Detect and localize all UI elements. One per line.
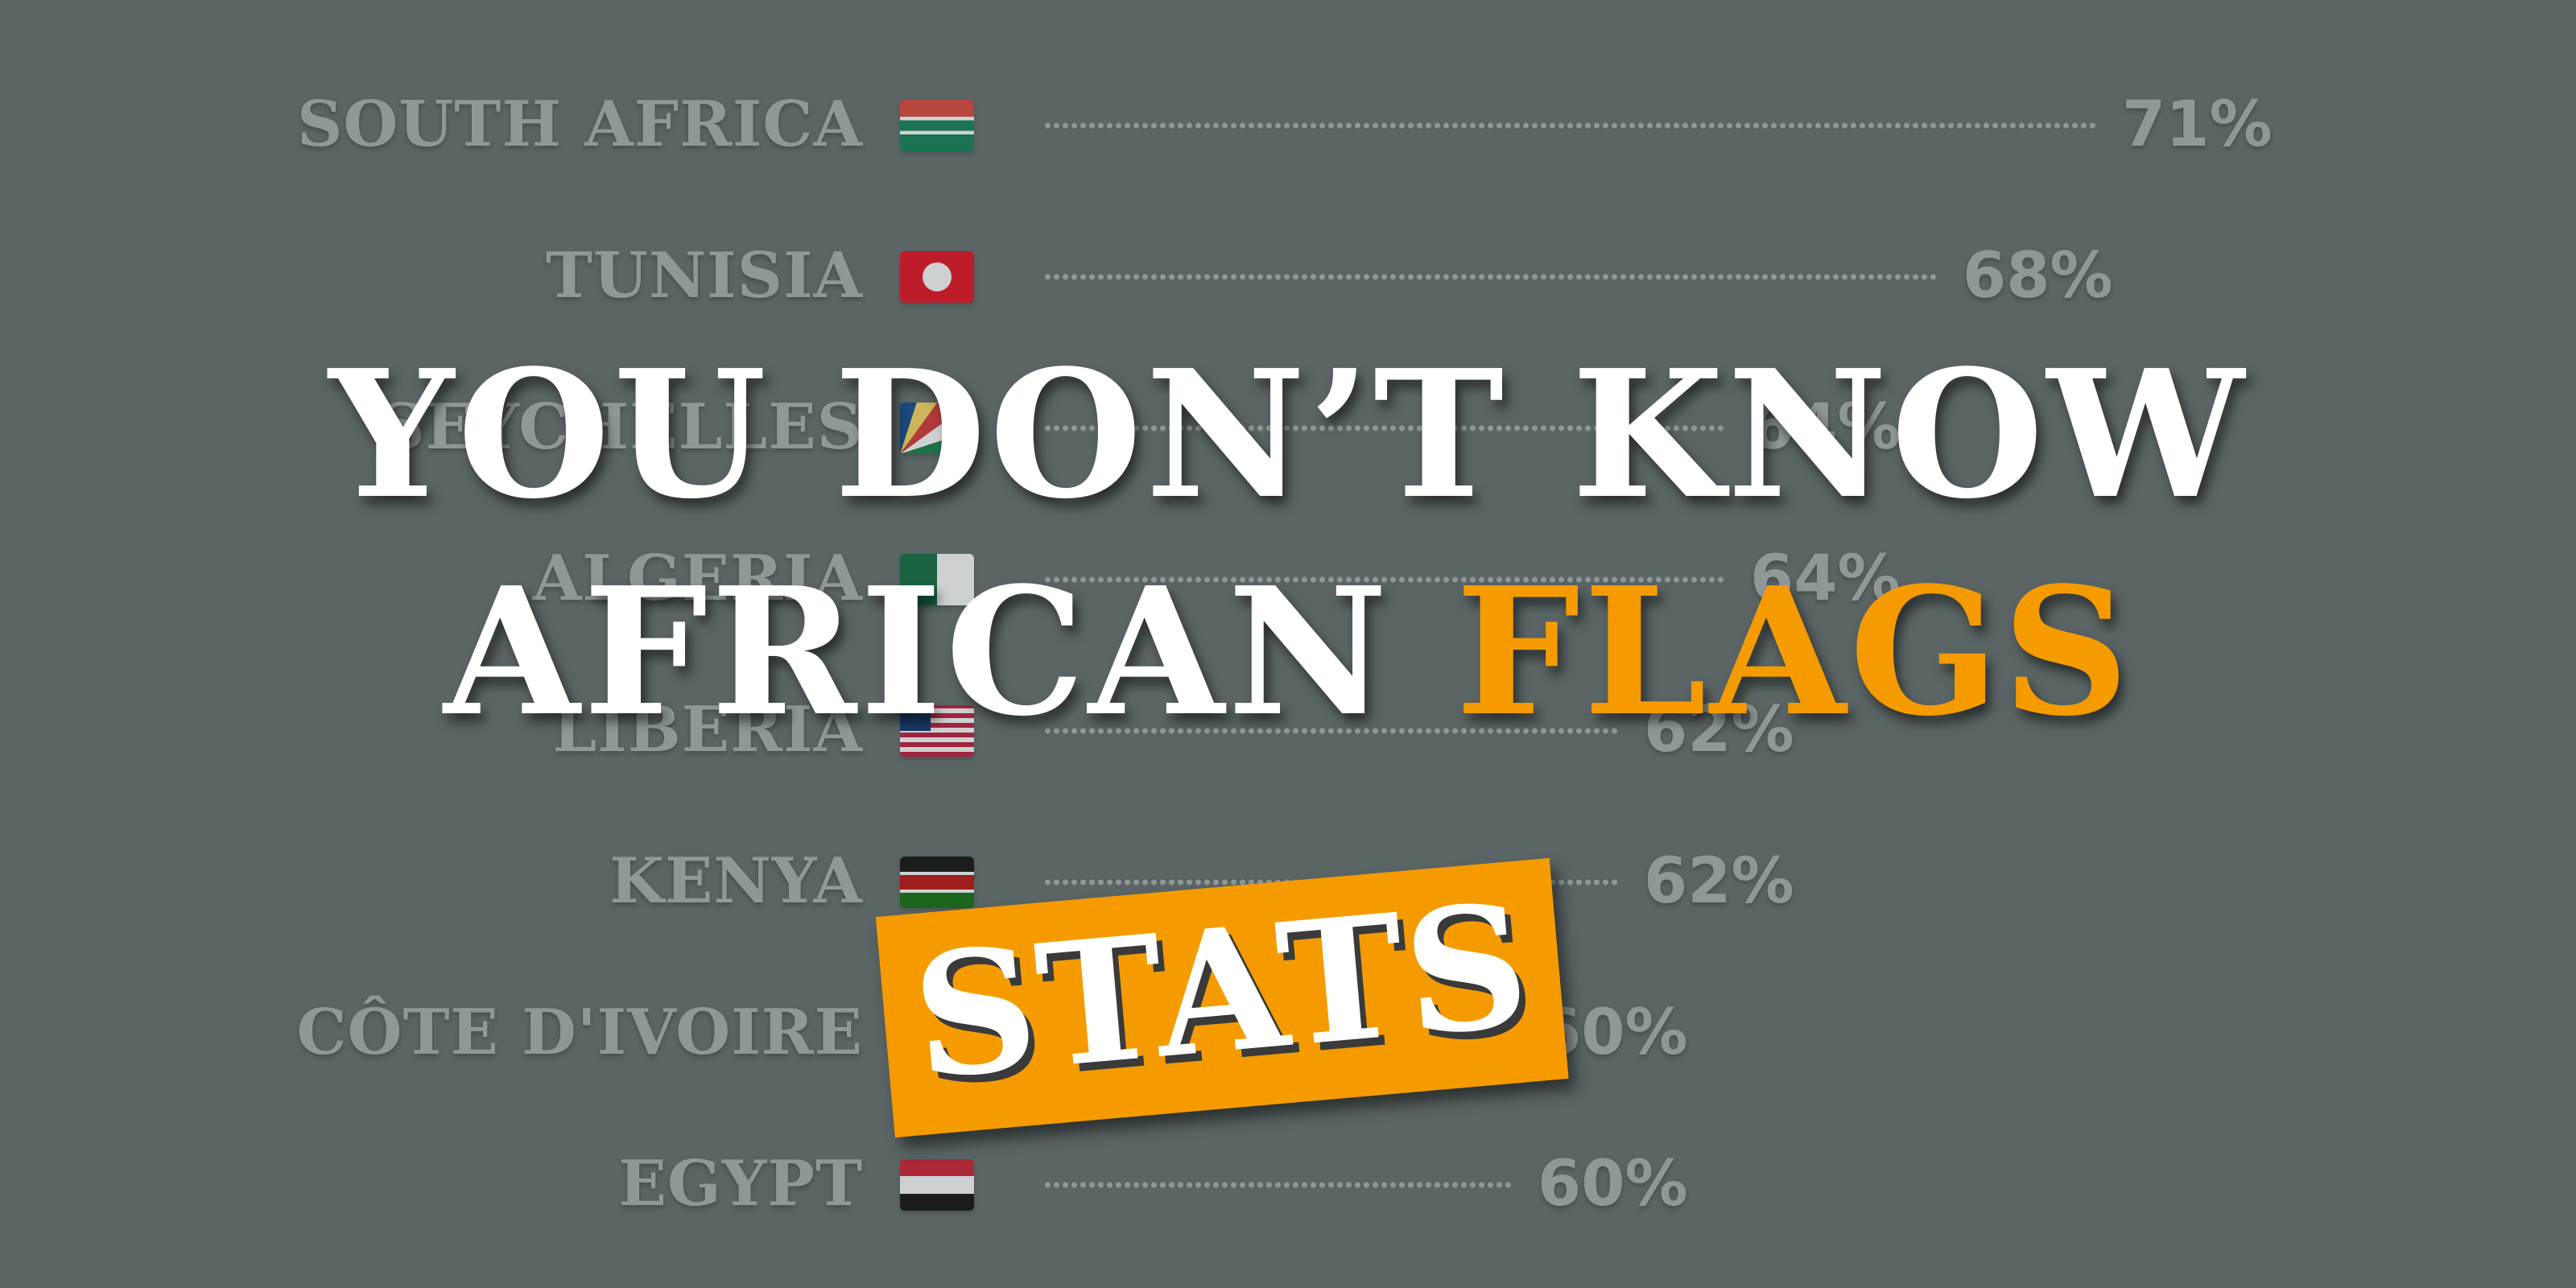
value-label: 64% — [1750, 391, 1901, 464]
headline-line-1: You don’t know — [0, 338, 2576, 531]
value-label: 71% — [2122, 89, 2273, 161]
country-label: Seychelles — [379, 390, 863, 464]
kenya-flag-icon — [900, 857, 974, 908]
country-label: South Africa — [297, 88, 863, 161]
country-label: Tunisia — [545, 239, 863, 312]
seychelles-flag-icon — [900, 402, 974, 454]
egypt-flag-icon — [900, 1159, 974, 1211]
algeria-flag-icon — [900, 554, 974, 605]
country-label: Kenya — [609, 844, 863, 918]
value-bar — [1043, 576, 1726, 584]
headline-word-flags: Flags — [1455, 549, 2132, 755]
chart-row: Liberia 62% — [0, 686, 2576, 774]
chart-row: Tunisia 68% — [0, 232, 2576, 320]
headline-text-1: You don’t know — [328, 332, 2248, 538]
stats-badge-label: STATS — [906, 865, 1538, 1117]
tunisia-flag-icon — [900, 251, 974, 303]
chart-row: South Africa 71% — [0, 80, 2576, 169]
value-bar — [1043, 1181, 1513, 1189]
chart-row: Seychelles 64% — [0, 383, 2576, 472]
chart-row: Algeria 64% — [0, 535, 2576, 623]
headline-line-2: African Flags — [0, 555, 2576, 749]
country-label: Liberia — [552, 693, 863, 766]
chart-row: Egypt 60% — [0, 1140, 2576, 1228]
value-label: 62% — [1644, 845, 1794, 918]
value-bar — [1043, 727, 1620, 735]
value-bar — [1043, 424, 1726, 432]
country-label: Egypt — [618, 1147, 863, 1220]
country-label: Algeria — [532, 542, 863, 615]
value-label: 68% — [1963, 240, 2113, 312]
country-label: Côte d'Ivoire — [296, 996, 863, 1069]
south-africa-flag-icon — [900, 100, 974, 151]
headline-word-african: African — [444, 549, 1392, 755]
liberia-flag-icon — [900, 705, 974, 757]
value-label: 60% — [1538, 1148, 1688, 1220]
value-label: 62% — [1644, 694, 1794, 766]
value-bar — [1043, 273, 1938, 281]
value-bar — [1043, 122, 2098, 130]
value-label: 64% — [1750, 543, 1901, 615]
